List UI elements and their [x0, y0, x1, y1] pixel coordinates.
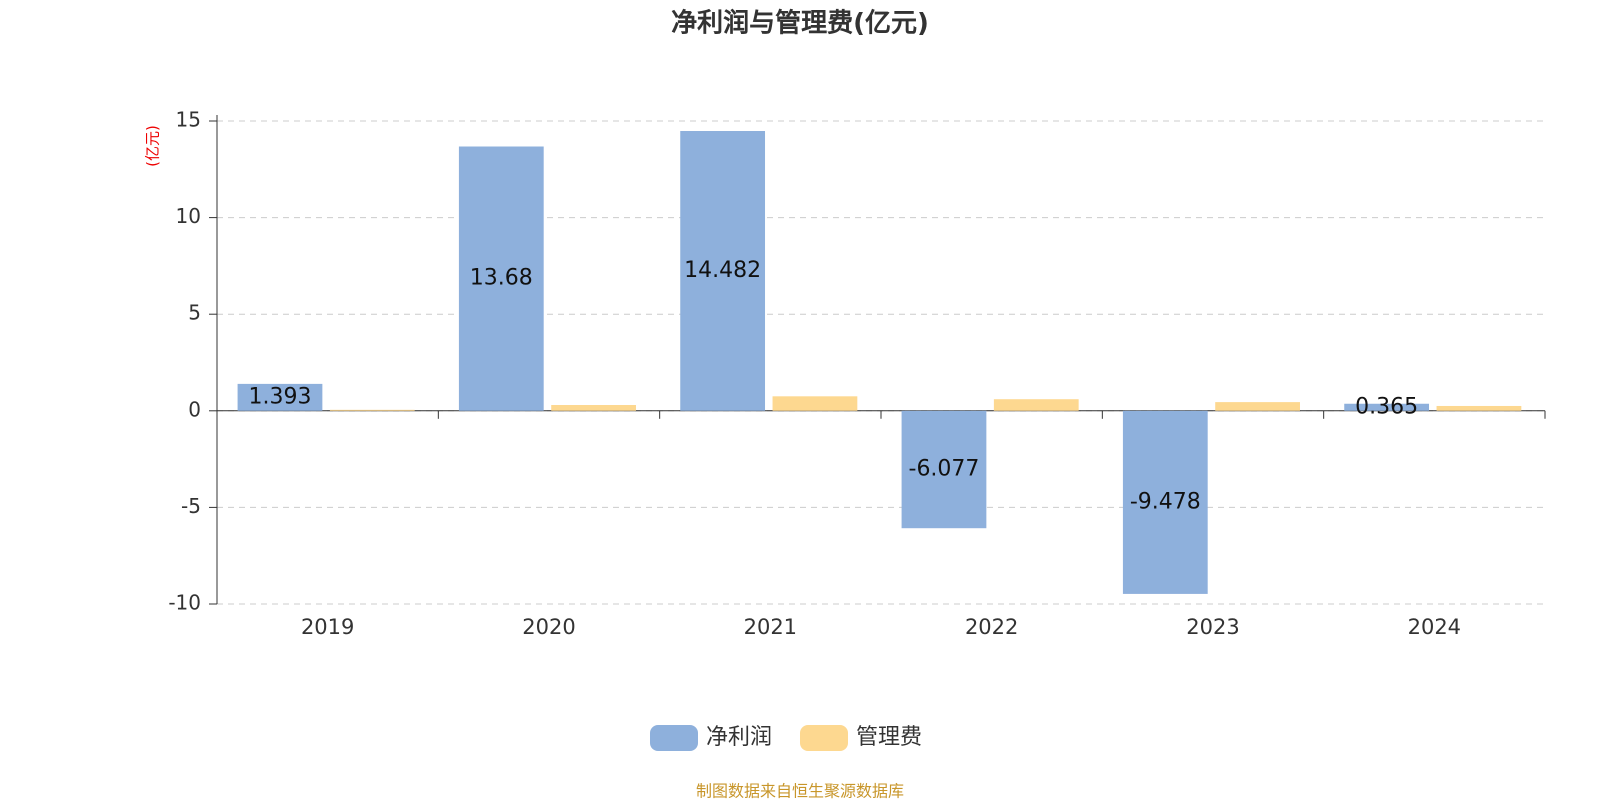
data-label: 0.365 [1355, 394, 1418, 419]
bar [237, 383, 323, 411]
bar [993, 399, 1079, 411]
bar [901, 410, 987, 529]
y-tick-label: 5 [188, 301, 201, 325]
legend-label: 管理费 [856, 725, 922, 750]
chart-title: 净利润与管理费(亿元) [671, 8, 929, 39]
data-label: 1.393 [248, 384, 311, 409]
bar [772, 396, 858, 411]
bar [458, 146, 544, 411]
x-tick-label: 2019 [301, 615, 354, 639]
data-label: 14.482 [684, 258, 761, 283]
bar [1215, 402, 1300, 411]
y-tick-label: -5 [181, 494, 201, 518]
bar [329, 409, 415, 411]
bar [680, 131, 766, 411]
bar [1122, 410, 1208, 594]
y-tick-label: 0 [188, 397, 201, 421]
data-label: -6.077 [909, 457, 980, 482]
x-tick-label: 2023 [1186, 615, 1239, 639]
y-tick-label: 10 [176, 204, 201, 228]
x-tick-label: 2022 [965, 615, 1018, 639]
legend-label: 净利润 [706, 725, 772, 750]
legend-swatch[interactable] [800, 725, 848, 751]
data-label: -9.478 [1130, 489, 1201, 514]
y-tick-label: 15 [176, 108, 201, 132]
legend-swatch[interactable] [650, 725, 698, 751]
bar [1436, 405, 1522, 411]
data-label: 13.68 [470, 266, 533, 291]
bar [1344, 403, 1430, 411]
bar [551, 405, 636, 411]
x-tick-label: 2024 [1408, 615, 1461, 639]
y-tick-label: -10 [168, 591, 201, 615]
x-tick-label: 2021 [744, 615, 797, 639]
source-note: 制图数据来自恒生聚源数据库 [696, 782, 904, 800]
y-axis-label: (亿元) [144, 125, 162, 167]
x-tick-label: 2020 [522, 615, 575, 639]
